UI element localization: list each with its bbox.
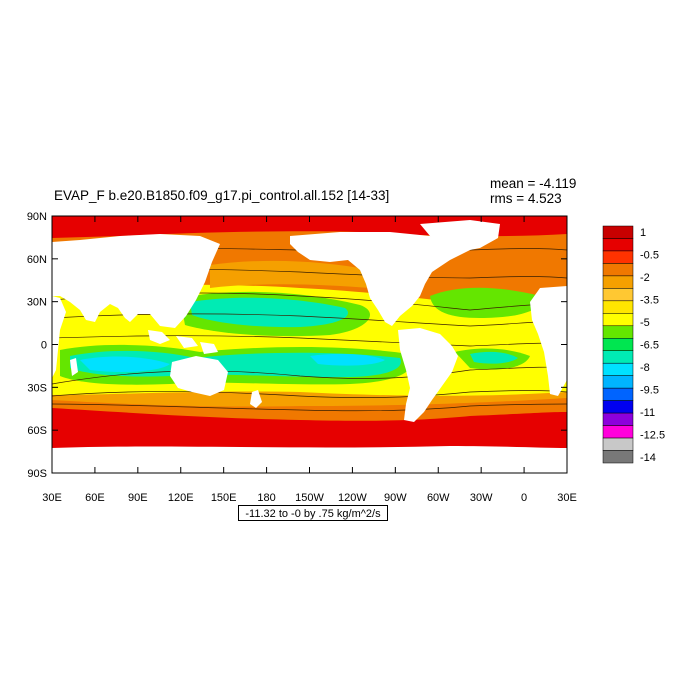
colorbar-label: -14 xyxy=(640,452,656,464)
colorbar-swatch xyxy=(602,362,634,376)
australia-land xyxy=(170,356,228,396)
colorbar-swatch xyxy=(602,375,634,389)
south-atlantic-teal xyxy=(470,351,518,364)
colorbar-label: -12.5 xyxy=(640,429,665,441)
colorbar-swatch xyxy=(602,313,634,327)
lat-tick-label: 90S xyxy=(27,468,47,480)
plot-frame: 90N 60N 30N 0 30S 60S 90S 30E 60E 90E 120E 150E 180… xyxy=(27,211,577,504)
colorbar-swatch xyxy=(602,387,634,401)
lon-tick-label: 120W xyxy=(338,492,367,504)
eurasia-land xyxy=(52,234,220,328)
lon-tick-label: 90E xyxy=(128,492,148,504)
colorbar-swatch xyxy=(602,300,634,314)
colorbar-label: -6.5 xyxy=(640,340,659,352)
colorbar-swatch xyxy=(602,238,634,252)
lat-tick-label: 30S xyxy=(27,382,47,394)
lat-tick-label: 60S xyxy=(27,425,47,437)
colorbar-label: -8 xyxy=(640,362,650,374)
colorbar-swatch xyxy=(602,425,634,439)
colorbar-label: -9.5 xyxy=(640,384,659,396)
north-atlantic-green xyxy=(430,287,541,318)
lon-tick-label: 30E xyxy=(42,492,62,504)
greenland-land xyxy=(420,220,500,252)
indian-ocean-cyan xyxy=(80,356,170,372)
colorbar-swatch xyxy=(602,412,634,426)
madagascar-land xyxy=(70,358,78,376)
colorbar-swatch xyxy=(602,275,634,289)
colorbar-swatch xyxy=(602,338,634,351)
mean-stat: mean = -4.119 xyxy=(490,176,576,191)
colorbar-swatch xyxy=(602,250,634,264)
colorbar-swatch xyxy=(602,263,634,277)
africa-land xyxy=(52,296,66,378)
lon-tick-label: 30E xyxy=(557,492,577,504)
north-pacific-subpolar xyxy=(210,260,370,288)
latitude-axis: 90N 60N 30N 0 30S 60S 90S xyxy=(27,211,567,480)
lat-tick-label: 0 xyxy=(41,340,47,352)
lon-tick-label: 60W xyxy=(427,492,450,504)
north-america-land xyxy=(290,232,470,326)
lon-tick-label: 60E xyxy=(85,492,105,504)
colorbar-label: -5 xyxy=(640,317,650,329)
colorbar-swatch xyxy=(602,225,634,239)
contour-range-label: -11.32 to -0 by .75 kg/m^2/s xyxy=(238,505,388,521)
land-masses xyxy=(52,220,567,473)
colorbar-label: -0.5 xyxy=(640,250,659,262)
lon-tick-label: 0 xyxy=(521,492,527,504)
lat-tick-label: 60N xyxy=(27,254,47,266)
colorbar-swatch xyxy=(602,325,634,339)
rms-stat: rms = 4.523 xyxy=(490,191,562,206)
colorbar-label: -3.5 xyxy=(640,295,659,307)
colorbar-label: 1 xyxy=(640,227,646,239)
antarctica-land xyxy=(52,446,567,473)
colorbar-label: -2 xyxy=(640,272,650,284)
lon-tick-label: 150E xyxy=(211,492,237,504)
colorbar-swatch xyxy=(602,288,634,302)
africa-east-land xyxy=(530,286,567,396)
longitude-axis: 30E 60E 90E 120E 150E 180 150W 120W 90W 60W 30W 0 30… xyxy=(42,216,577,504)
pacific-cyan xyxy=(310,353,385,366)
southeast-asia-islands xyxy=(148,330,218,354)
lon-tick-label: 180 xyxy=(257,492,275,504)
lon-tick-label: 120E xyxy=(168,492,194,504)
lon-tick-label: 90W xyxy=(384,492,407,504)
north-pacific-teal xyxy=(190,297,348,328)
south-america-land xyxy=(398,328,458,422)
colorbar-swatch xyxy=(602,450,634,464)
plot-title: EVAP_F b.e20.B1850.f09_g17.pi_control.al… xyxy=(54,188,389,203)
colorbar: 1 -0.5 -2 -3.5 -5 -6.5 -8 -9.5 -11 -12.5 -14 xyxy=(602,225,665,464)
colorbar-swatch xyxy=(602,437,634,451)
new-zealand-land xyxy=(250,390,262,408)
colorbar-swatch xyxy=(602,400,634,414)
map-field xyxy=(52,216,567,473)
lat-tick-label: 30N xyxy=(27,297,47,309)
colorbar-swatch xyxy=(602,350,634,364)
colorbar-label: -11 xyxy=(640,407,655,419)
lat-tick-label: 90N xyxy=(27,211,47,223)
lon-tick-label: 30W xyxy=(470,492,493,504)
lon-tick-label: 150W xyxy=(295,492,324,504)
